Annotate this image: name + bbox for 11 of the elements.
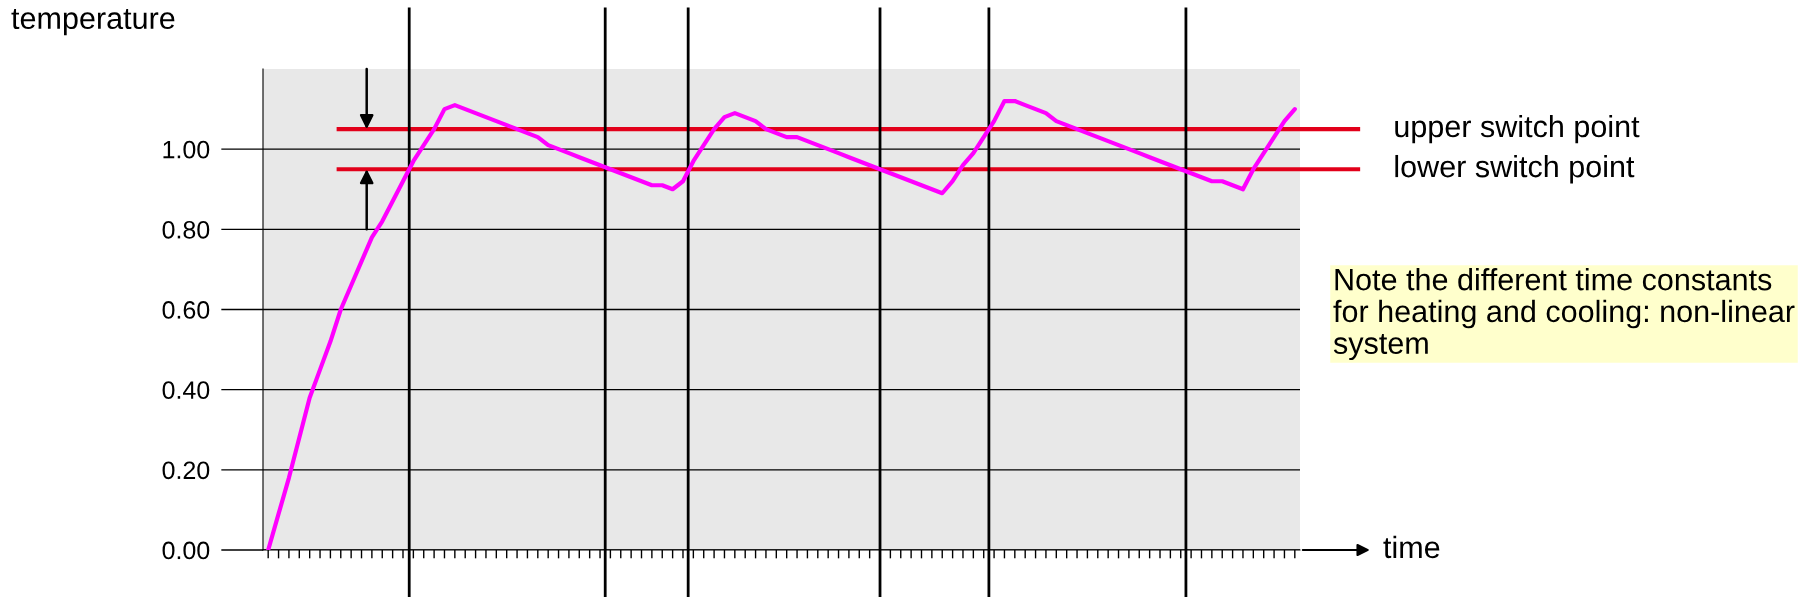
y-tick-label: 0.80 — [162, 220, 210, 239]
y-tick-label: 0.40 — [162, 381, 210, 399]
x-axis-title: time — [1383, 535, 1440, 559]
text: Note the different time constants for heating and cooling: non-linear system — [1333, 268, 1795, 361]
y-tick-label: 0.20 — [162, 461, 210, 480]
ref-line-label: upper switch point — [1395, 114, 1640, 144]
y-tick-label: 0.60 — [162, 301, 210, 319]
y-tick-label: 1.00 — [163, 140, 210, 159]
y-tick-label: 0.00 — [162, 541, 210, 560]
y-axis-title: temperature — [11, 9, 175, 36]
ref-line-label: lower switch point — [1395, 154, 1635, 184]
